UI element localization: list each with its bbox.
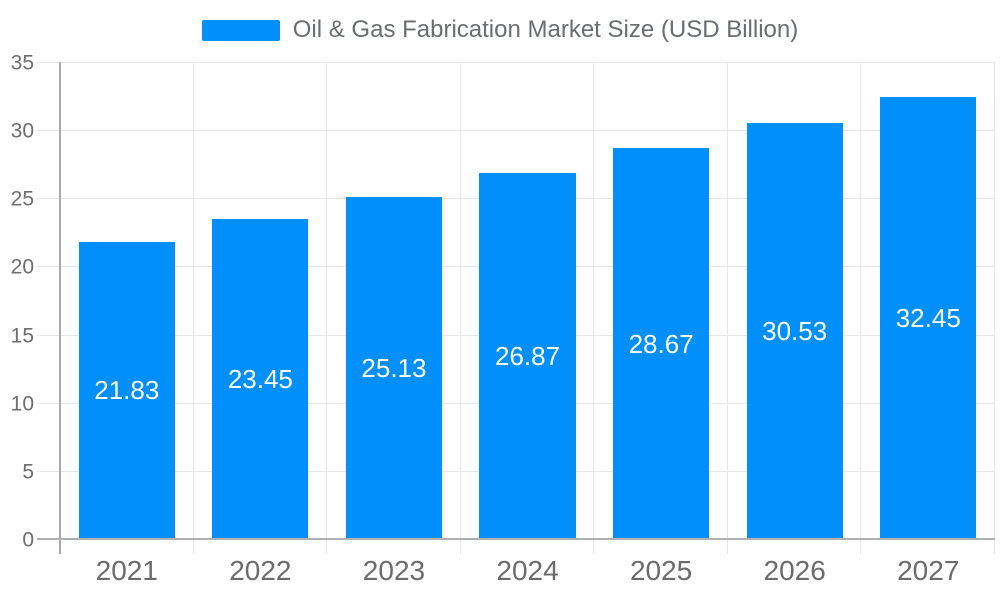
- bar-column: 25.13: [327, 62, 461, 539]
- x-tick-label: 2025: [629, 555, 693, 586]
- gridline-horizontal: [37, 62, 995, 63]
- bar-column: 30.53: [728, 62, 862, 539]
- x-tick-label: 2022: [229, 555, 292, 586]
- bar-column: 28.67: [594, 62, 728, 539]
- gridline-horizontal: [37, 130, 995, 132]
- y-axis-labels: 0 5 10 15 20 25 30 35: [0, 52, 34, 550]
- bars-container: 21.83 23.45 25.13 26.87 28.67 30.53 32.45: [60, 62, 995, 539]
- x-tick-label: 2021: [95, 555, 158, 586]
- bar-2025[interactable]: 28.67: [613, 148, 710, 539]
- y-tick-label: 35: [10, 51, 34, 75]
- bar-column: 32.45: [861, 62, 995, 539]
- bar-value-label: 26.87: [494, 340, 561, 371]
- plot-area: 21.83 23.45 25.13 26.87 28.67 30.53 32.45: [37, 62, 995, 554]
- bar-column: 26.87: [461, 62, 595, 539]
- gridline-vertical: [192, 62, 194, 554]
- y-tick-label: 0: [22, 528, 34, 552]
- bar-2024[interactable]: 26.87: [479, 172, 576, 539]
- legend: Oil & Gas Fabrication Market Size (USD B…: [0, 16, 1000, 44]
- bar-2023[interactable]: 25.13: [345, 196, 443, 539]
- bar-column: 23.45: [194, 62, 328, 539]
- bar-2021[interactable]: 21.83: [78, 241, 175, 539]
- bar-column: 21.83: [60, 62, 194, 539]
- x-tick-label: 2027: [897, 555, 960, 586]
- x-axis-baseline: [37, 538, 995, 540]
- legend-item[interactable]: Oil & Gas Fabrication Market Size (USD B…: [201, 16, 799, 44]
- y-tick-label: 20: [10, 255, 34, 279]
- gridline-vertical: [326, 62, 328, 554]
- y-tick-label: 25: [10, 187, 34, 211]
- x-tick-label: 2026: [763, 555, 826, 586]
- y-tick-label: 5: [22, 460, 34, 484]
- gridline-vertical: [726, 62, 728, 554]
- y-tick-label: 30: [10, 119, 34, 143]
- legend-swatch-icon: [201, 19, 280, 41]
- bar-2022[interactable]: 23.45: [212, 219, 309, 539]
- y-tick-label: 10: [10, 392, 34, 416]
- bar-2027[interactable]: 32.45: [880, 96, 977, 539]
- x-tick-label: 2023: [362, 555, 426, 586]
- x-tick-label: 2024: [496, 555, 559, 586]
- y-tick-label: 15: [10, 323, 34, 347]
- bar-value-label: 23.45: [227, 364, 293, 395]
- bar-value-label: 28.67: [628, 328, 694, 359]
- legend-label: Oil & Gas Fabrication Market Size (USD B…: [292, 16, 799, 43]
- bar-2026[interactable]: 30.53: [746, 122, 843, 539]
- y-axis-line: [59, 62, 61, 554]
- bar-value-label: 30.53: [762, 315, 828, 346]
- bar-value-label: 32.45: [895, 302, 961, 333]
- bar-value-label: 25.13: [361, 352, 427, 383]
- bar-value-label: 21.83: [94, 375, 160, 406]
- gridline-vertical: [860, 62, 862, 554]
- gridline-vertical: [593, 62, 595, 554]
- gridline-vertical: [994, 62, 995, 554]
- x-axis-labels: 2021 2022 2023 2024 2025 2026 2027: [60, 555, 995, 587]
- gridline-vertical: [459, 62, 461, 554]
